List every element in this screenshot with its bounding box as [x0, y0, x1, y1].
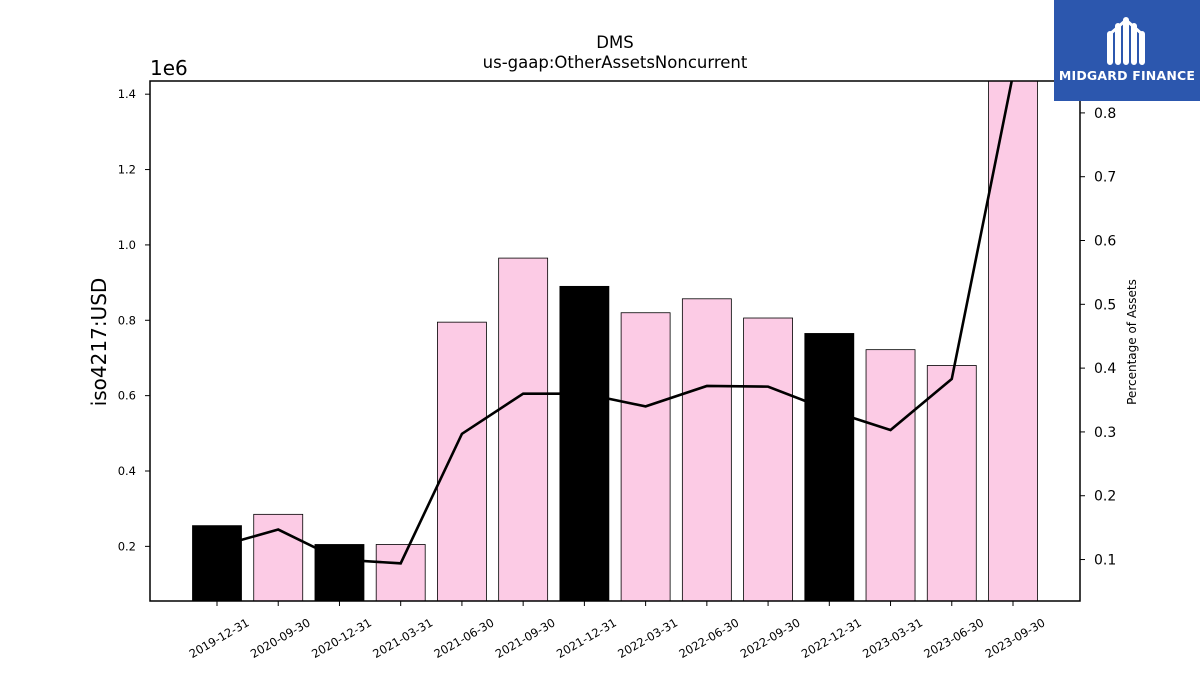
chart-subtitle: us-gaap:OtherAssetsNoncurrent	[483, 53, 748, 72]
y2-tick-label: 0.7	[1094, 170, 1116, 186]
x-tick-label: 2021-03-31	[370, 615, 435, 661]
bar-2021-06-30	[437, 321, 487, 602]
y-offset-label: 1e6	[150, 56, 188, 80]
bar-2021-09-30	[498, 257, 549, 602]
y2-tick-label: 0.6	[1094, 234, 1116, 250]
y-tick-label: 0.6	[118, 389, 136, 403]
x-tick-label: 2021-12-31	[554, 615, 619, 661]
x-tick-label: 2022-03-31	[615, 615, 680, 661]
bar-2019-12-31	[192, 525, 242, 602]
y2-tick-label: 0.2	[1094, 489, 1116, 505]
bar-2022-09-30	[743, 317, 793, 602]
plot-frame	[149, 80, 1081, 602]
y-tick-label: 0.4	[118, 464, 136, 478]
x-tick-label: 2020-09-30	[248, 615, 313, 661]
x-tick-label: 2023-09-30	[983, 615, 1048, 661]
y2-tick-label: 0.5	[1094, 297, 1116, 313]
x-tick-label: 2023-03-31	[860, 615, 925, 661]
y-tick-label: 0.8	[118, 313, 136, 327]
x-tick-label: 2021-06-30	[432, 615, 497, 661]
y-tick-label: 0.2	[118, 539, 136, 553]
bar-2023-03-31	[865, 349, 916, 602]
y2-axis-label: Percentage of Assets	[1125, 279, 1139, 405]
bar-2020-09-30	[253, 513, 304, 602]
y-tick-label: 1.0	[118, 238, 136, 252]
chart-title: DMS	[596, 33, 633, 52]
bar-2022-03-31	[620, 312, 671, 602]
bar-2020-12-31	[314, 544, 365, 602]
y-tick-label: 1.2	[118, 163, 136, 177]
y2-tick-label: 0.4	[1094, 361, 1116, 377]
bar-2021-12-31	[559, 285, 610, 602]
y2-tick-label: 0.3	[1094, 425, 1116, 441]
y-axis-label: iso4217:USD	[87, 278, 111, 407]
bar-2022-12-31	[804, 333, 855, 602]
midgard-logo-icon	[1107, 17, 1145, 65]
bar-2021-03-31	[375, 544, 426, 602]
x-tick-label: 2019-12-31	[187, 615, 252, 661]
brand-logo: MIDGARD FINANCE	[1054, 0, 1200, 101]
plot-area: 0.2 0.4 0.6 0.8 1.0 1.2 1.4 0.1 0.2 0.3 0.4 0.5 0.6 0…	[118, 80, 1116, 661]
x-tick-label: 2022-09-30	[738, 615, 803, 661]
bar-2023-06-30	[926, 365, 977, 602]
x-tick-label: 2021-09-30	[493, 615, 558, 661]
x-tick-label: 2022-12-31	[799, 615, 864, 661]
x-tick-label: 2022-06-30	[676, 615, 741, 661]
brand-name: MIDGARD FINANCE	[1058, 68, 1196, 83]
x-tick-label: 2023-06-30	[921, 615, 986, 661]
bar-2023-09-30	[988, 80, 1038, 602]
y2-tick-label: 0.8	[1094, 106, 1116, 122]
y2-tick-label: 0.1	[1094, 553, 1116, 569]
x-tick-label: 2020-12-31	[309, 615, 374, 661]
percentage-line	[216, 81, 1014, 565]
bar-2022-06-30	[681, 298, 732, 602]
y-tick-label: 1.4	[118, 87, 136, 101]
